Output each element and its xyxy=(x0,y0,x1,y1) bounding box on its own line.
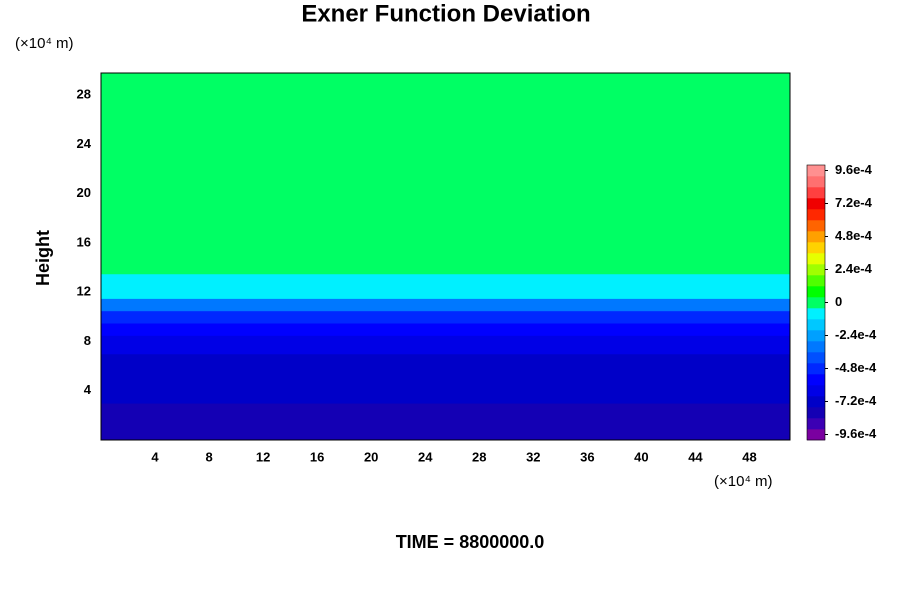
x-tick-label: 28 xyxy=(472,449,486,464)
colorbar-swatch xyxy=(807,429,825,441)
colorbar-swatch xyxy=(807,330,825,342)
field-band xyxy=(101,378,790,404)
colorbar-swatch xyxy=(807,176,825,188)
field-band xyxy=(101,310,790,324)
colorbar-swatch xyxy=(807,253,825,265)
x-tick-label: 32 xyxy=(526,449,540,464)
field-band xyxy=(101,323,790,336)
colorbar-swatch xyxy=(807,363,825,375)
colorbar-tick-label: -7.2e-4 xyxy=(835,393,877,408)
colorbar-swatch xyxy=(807,418,825,430)
colorbar-tick-label: 0 xyxy=(835,294,842,309)
colorbar-tick-label: -9.6e-4 xyxy=(835,426,877,441)
x-tick-label: 40 xyxy=(634,449,648,464)
colorbar-swatch xyxy=(807,165,825,177)
x-tick-label: 20 xyxy=(364,449,378,464)
field-band xyxy=(101,132,790,207)
y-tick-label: 24 xyxy=(77,136,92,151)
colorbar-swatch xyxy=(807,352,825,364)
colorbar-swatch xyxy=(807,308,825,320)
field-band xyxy=(101,298,790,312)
colorbar-swatch xyxy=(807,220,825,232)
field-band xyxy=(101,230,790,256)
x-tick-label: 36 xyxy=(580,449,594,464)
y-axis-label: Height xyxy=(33,230,53,286)
y-tick-label: 28 xyxy=(77,87,91,102)
field-band xyxy=(101,403,790,429)
x-tick-label: 16 xyxy=(310,449,324,464)
x-unit: (×10⁴ m) xyxy=(714,473,773,490)
colorbar-tick-label: 9.6e-4 xyxy=(835,162,873,177)
colorbar-tick-label: 7.2e-4 xyxy=(835,195,873,210)
time-annotation: TIME = 8800000.0 xyxy=(396,532,545,552)
field-band xyxy=(101,286,790,299)
colorbar-swatch xyxy=(807,374,825,386)
colorbar-swatch xyxy=(807,198,825,210)
y-tick-label: 8 xyxy=(84,333,91,348)
colorbar-swatch xyxy=(807,231,825,243)
colorbar-swatch xyxy=(807,275,825,287)
y-tick-label: 16 xyxy=(77,234,91,249)
x-tick-label: 4 xyxy=(151,449,159,464)
chart-title: Exner Function Deviation xyxy=(301,0,590,27)
field-band xyxy=(101,353,790,379)
field-band xyxy=(101,335,790,355)
colorbar-swatch xyxy=(807,242,825,254)
colorbar-swatch xyxy=(807,286,825,298)
x-tick-label: 44 xyxy=(688,449,703,464)
colorbar-swatch xyxy=(807,385,825,397)
field-band xyxy=(101,427,790,441)
colorbar-swatch xyxy=(807,297,825,309)
colorbar-swatch xyxy=(807,264,825,276)
colorbar-swatch xyxy=(807,396,825,408)
x-tick-label: 24 xyxy=(418,449,433,464)
x-tick-label: 8 xyxy=(205,449,212,464)
colorbar-swatch xyxy=(807,341,825,353)
colorbar-swatch xyxy=(807,209,825,221)
colorbar-tick-label: 4.8e-4 xyxy=(835,228,873,243)
y-tick-label: 4 xyxy=(84,382,92,397)
y-tick-label: 12 xyxy=(77,284,91,299)
y-unit: (×10⁴ m) xyxy=(15,35,74,52)
y-tick-label: 20 xyxy=(77,185,91,200)
colorbar-tick-label: 2.4e-4 xyxy=(835,261,873,276)
colorbar-swatch xyxy=(807,319,825,331)
field-band xyxy=(101,73,790,133)
field-band xyxy=(101,273,790,287)
field-band xyxy=(101,255,790,275)
colorbar-tick-label: -2.4e-4 xyxy=(835,327,877,342)
colorbar-tick-label: -4.8e-4 xyxy=(835,360,877,375)
colorbar-swatch xyxy=(807,187,825,199)
x-tick-label: 48 xyxy=(742,449,756,464)
colorbar-swatch xyxy=(807,407,825,419)
field-band xyxy=(101,206,790,232)
plot-frame xyxy=(100,72,791,441)
x-tick-label: 12 xyxy=(256,449,270,464)
